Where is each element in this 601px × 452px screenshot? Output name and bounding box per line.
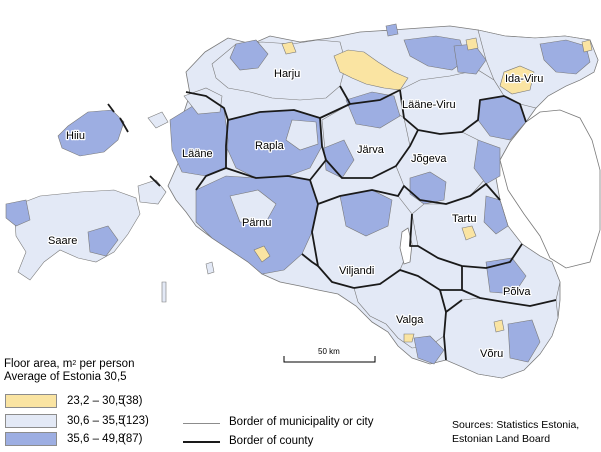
legend-range-high: 35,6 – 49,8 — [67, 433, 125, 445]
region-tartu-low — [461, 225, 477, 241]
region-harju-west-high — [229, 39, 269, 71]
county-label-jogeva: Jõgeva — [411, 153, 447, 165]
region-laane — [169, 103, 229, 177]
region-rapla-low-inner — [285, 119, 319, 151]
county-label-harju: Harju — [274, 68, 300, 80]
county-borders — [107, 85, 557, 361]
scale-bar: 50 km — [283, 347, 376, 363]
sources: Sources: Statistics Estonia, Estonian La… — [452, 418, 579, 446]
sources-line1: Sources: Statistics Estonia, — [452, 419, 580, 431]
legend-title-line1: Floor area, m2 per person — [4, 358, 134, 371]
county-label-polva: Põlva — [503, 286, 531, 298]
county-label-tartu: Tartu — [452, 213, 476, 225]
region-valga-high — [413, 335, 445, 365]
county-label-hiiu: Hiiu — [66, 130, 85, 142]
legend-class-mid: 30,6 – 35,5 (123) — [4, 414, 174, 430]
county-label-laane-viru: Lääne-Viru — [402, 99, 456, 111]
municipality-border-sample — [183, 423, 220, 424]
region-jogeva-high — [409, 171, 447, 205]
region-laane-mid — [183, 87, 223, 115]
islet-kihnu — [205, 261, 215, 275]
island-hiiumaa — [57, 109, 125, 157]
islet-north-b — [465, 37, 479, 51]
legend-swatch-high — [5, 432, 57, 446]
county-labels: Harju Ida-Viru Lääne-Viru Hiiu Lääne Rap… — [47, 67, 545, 362]
legend-swatch-mid — [5, 414, 57, 428]
region-voru-high — [507, 319, 541, 363]
island-saaremaa — [13, 189, 141, 281]
scale-bar-label: 50 km — [318, 347, 340, 356]
region-voru-low — [493, 319, 505, 333]
county-label-valga: Valga — [396, 314, 424, 326]
legend-title-prefix: Floor area, m — [4, 358, 73, 370]
county-border-sample — [183, 441, 220, 443]
lake-peipus — [499, 109, 601, 269]
region-valga-low — [403, 333, 415, 343]
region-tartu-high — [483, 195, 509, 235]
county-label-laane: Lääne — [182, 148, 213, 160]
legend-title-superscript: 2 — [72, 360, 77, 367]
islet-ruhnu — [161, 281, 167, 303]
island-muhu — [137, 179, 167, 205]
island-saaremaa-high2 — [87, 225, 119, 257]
region-ida-viru-high — [539, 39, 591, 75]
county-label-rapla: Rapla — [255, 140, 285, 152]
region-parnu-low — [253, 245, 271, 263]
county-label-viljandi: Viljandi — [339, 265, 374, 277]
region-jogeva-east-high — [473, 139, 501, 185]
legend-count-mid: (123) — [122, 415, 149, 427]
legend-class-low: 23,2 – 30,5 (38) — [4, 394, 174, 410]
county-label-saare: Saare — [48, 235, 77, 247]
legend-class-high: 35,6 – 49,8 (87) — [4, 432, 174, 448]
county-label-parnu: Pärnu — [242, 217, 271, 229]
legend-swatch-low — [5, 394, 57, 408]
region-tallinn — [333, 49, 409, 91]
county-label-jarva: Järva — [357, 144, 385, 156]
islet-vormsi — [147, 111, 169, 129]
county-border-label: Border of county — [229, 435, 314, 447]
region-ida-viru-low — [499, 65, 535, 95]
region-jarva-high — [345, 91, 401, 129]
region-parnu-mid — [229, 189, 277, 223]
sources-line2: Estonian Land Board — [452, 433, 551, 445]
legend-range-mid: 30,6 – 35,5 — [67, 415, 125, 427]
legend-range-low: 23,2 – 30,5 — [67, 395, 125, 407]
legend-title-suffix: per person — [76, 358, 135, 370]
legend-count-low: (38) — [122, 395, 143, 407]
legend: Floor area, m2 per person Average of Est… — [4, 358, 149, 446]
island-saaremaa-high — [5, 199, 31, 227]
legend-title-line2: Average of Estonia 30,5 — [4, 371, 127, 383]
lake-vortsjarv — [399, 227, 413, 265]
county-label-voru: Võru — [480, 348, 503, 360]
islet-north-d — [385, 23, 399, 37]
municipality-border-label: Border of municipality or city — [229, 416, 374, 428]
islet-north-a — [281, 41, 297, 55]
region-jarva-high2 — [323, 139, 355, 179]
region-voru — [443, 297, 559, 379]
legend-count-high: (87) — [122, 433, 143, 445]
region-polva-high — [485, 257, 527, 295]
islet-north-c — [581, 39, 593, 53]
county-label-ida-viru: Ida-Viru — [505, 73, 543, 85]
